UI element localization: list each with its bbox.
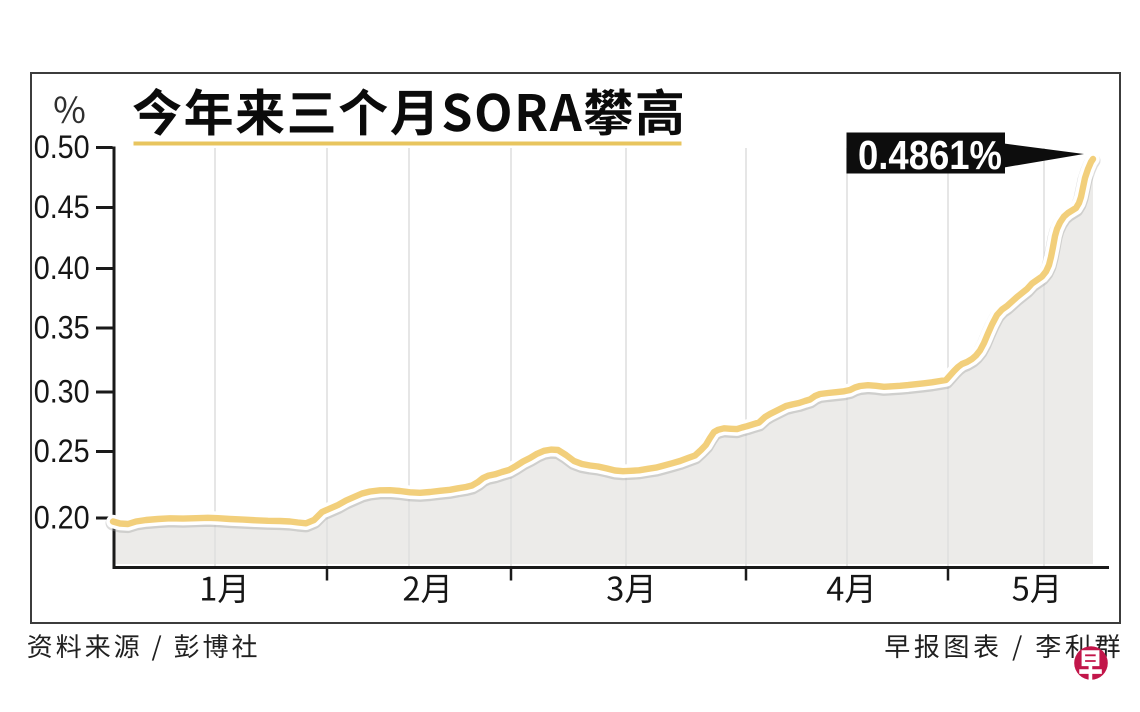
svg-text:0.25: 0.25 <box>34 433 90 469</box>
svg-text:0.45: 0.45 <box>34 189 90 225</box>
svg-text:0.50: 0.50 <box>34 129 90 165</box>
svg-text:0.20: 0.20 <box>34 499 90 535</box>
svg-text:0.30: 0.30 <box>34 373 90 409</box>
svg-text:0.35: 0.35 <box>34 309 90 345</box>
svg-text:0.4861%: 0.4861% <box>858 132 1002 178</box>
svg-text:0.40: 0.40 <box>34 250 90 286</box>
